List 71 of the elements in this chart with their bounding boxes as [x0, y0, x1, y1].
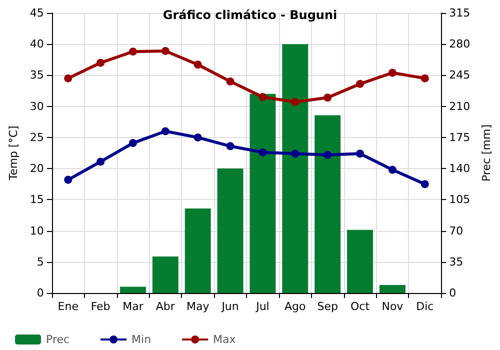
bar [314, 115, 341, 293]
point [128, 139, 137, 148]
point [64, 176, 72, 184]
y-tick-label: 0 [36, 286, 44, 300]
y-axis-title: Temp [°C] [7, 126, 20, 182]
y-tick-label: 10 [30, 224, 44, 238]
legend-label: Min [132, 333, 152, 346]
x-tick-label: Mar [122, 300, 144, 313]
y2-axis-title: Prec [mm] [480, 124, 493, 182]
y-tick-label: 30 [30, 100, 44, 113]
x-tick-label: Feb [90, 300, 110, 313]
x-tick-label: Jun [220, 300, 239, 313]
chart-title: Gráfico climático - Buguni [162, 8, 338, 22]
y2-tick-label: 0 [449, 286, 456, 300]
y-tick-label: 5 [36, 255, 44, 268]
x-tick-label: Ene [58, 300, 79, 313]
x-tick-label: Dic [416, 300, 434, 313]
point [258, 93, 267, 101]
point [420, 74, 429, 82]
x-tick-label: Nov [382, 300, 404, 313]
point [161, 46, 170, 55]
x-tick-label: May [186, 300, 210, 313]
y2-tick-label: 175 [449, 130, 470, 144]
y2-tick-label: 280 [449, 38, 470, 51]
point [324, 150, 332, 159]
y2-tick-label: 245 [449, 68, 470, 82]
y-tick-label: 40 [30, 38, 44, 51]
point [96, 58, 105, 67]
point [96, 158, 105, 166]
point [226, 142, 234, 150]
bar [152, 256, 178, 293]
point [388, 68, 396, 77]
y2-tick-label: 140 [449, 162, 470, 176]
point [356, 150, 364, 158]
y2-tick-label: 70 [449, 224, 464, 238]
point [258, 148, 267, 156]
bar [217, 168, 244, 293]
y-tick-label: 45 [30, 6, 44, 20]
x-tick-label: Ago [284, 300, 306, 313]
y-tick-label: 35 [30, 68, 44, 82]
point [128, 48, 137, 56]
point [324, 94, 332, 102]
legend-label: Prec [46, 333, 70, 346]
legend-label: Max [213, 333, 236, 346]
x-tick-label: Sep [317, 300, 338, 313]
x-tick-label: Abr [156, 300, 176, 313]
x-tick-label: Oct [350, 300, 370, 313]
bar [184, 208, 211, 293]
y2-tick-label: 35 [449, 255, 464, 268]
point [291, 150, 300, 158]
y2-tick-label: 210 [449, 100, 470, 113]
point [356, 80, 364, 88]
y-tick-label: 15 [30, 193, 44, 206]
x-tick-label: Jul [255, 300, 270, 313]
point [64, 74, 72, 82]
bar [379, 285, 406, 293]
point [420, 180, 429, 188]
y2-tick-label: 315 [449, 6, 470, 20]
point [194, 133, 202, 142]
bar [282, 44, 308, 293]
bar [250, 94, 276, 293]
point [161, 127, 170, 136]
point [291, 98, 300, 106]
y-tick-label: 20 [30, 162, 44, 176]
y-tick-label: 25 [30, 130, 44, 144]
point [388, 166, 396, 174]
point [194, 60, 202, 69]
y2-tick-label: 105 [449, 193, 470, 206]
bar [347, 230, 373, 293]
point [226, 77, 234, 86]
bar [120, 286, 146, 293]
